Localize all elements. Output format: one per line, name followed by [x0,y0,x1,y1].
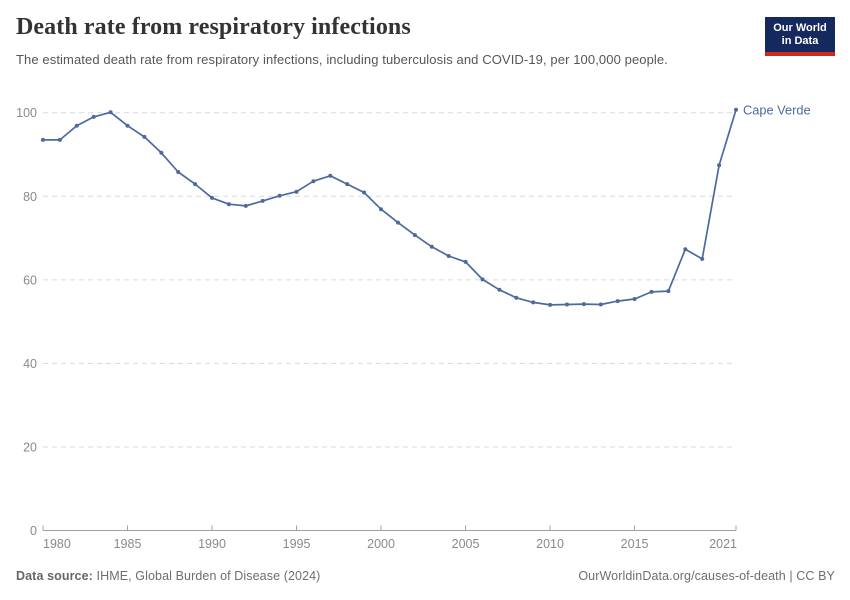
x-axis-label-2015: 2015 [621,537,649,551]
data-point-2007[interactable] [497,287,502,292]
data-source: Data source: IHME, Global Burden of Dise… [16,569,320,583]
data-point-2016[interactable] [649,289,654,294]
data-point-1986[interactable] [142,134,147,139]
data-point-1984[interactable] [108,110,113,115]
x-axis-label-1990: 1990 [198,537,226,551]
page-title: Death rate from respiratory infections [16,14,411,40]
data-point-2009[interactable] [531,300,536,305]
y-axis-label-40: 40 [23,357,37,371]
data-point-1993[interactable] [260,198,265,203]
chart-header: Death rate from respiratory infections T… [16,14,835,68]
y-axis-label-80: 80 [23,190,37,204]
x-axis-label-2005: 2005 [452,537,480,551]
x-axis-label-1995: 1995 [283,537,311,551]
data-point-1982[interactable] [74,123,79,128]
entity-label[interactable]: Cape Verde [743,102,811,117]
owid-logo-line2: in Data [781,35,819,47]
data-source-value: IHME, Global Burden of Disease (2024) [92,569,321,583]
data-point-1996[interactable] [311,179,316,184]
data-point-1999[interactable] [362,190,367,195]
chart-footer: Data source: IHME, Global Burden of Dise… [16,569,835,583]
x-axis-label-2000: 2000 [367,537,395,551]
data-point-1987[interactable] [159,150,164,155]
data-point-2019[interactable] [700,256,705,261]
owid-logo-line1: Our World [773,22,827,34]
data-point-1994[interactable] [277,193,282,198]
data-point-2012[interactable] [581,302,586,307]
data-point-1990[interactable] [210,195,214,200]
owid-license-link[interactable]: OurWorldinData.org/causes-of-death | CC … [578,569,835,583]
owid-logo[interactable]: Our World in Data [765,17,835,56]
trend-line[interactable] [42,108,737,306]
data-point-2006[interactable] [480,277,485,282]
x-axis-label-2021: 2021 [709,537,737,551]
x-axis-label-2010: 2010 [536,537,564,551]
chart-subtitle: The estimated death rate from respirator… [16,51,668,67]
y-axis-label-20: 20 [23,440,37,454]
y-axis-label-100: 100 [16,106,37,120]
data-point-1980[interactable] [41,137,45,142]
data-point-2010[interactable] [548,302,553,307]
data-point-2017[interactable] [666,289,671,294]
data-point-1992[interactable] [243,203,248,208]
data-point-1985[interactable] [125,123,130,128]
data-point-2020[interactable] [717,163,722,168]
data-point-2004[interactable] [446,254,451,258]
data-point-2000[interactable] [379,207,383,212]
data-point-1997[interactable] [328,173,333,178]
x-axis-label-1985: 1985 [114,537,142,551]
data-point-2008[interactable] [514,295,519,300]
data-source-label: Data source: [16,569,93,583]
data-point-2005[interactable] [463,259,468,264]
x-axis-label-1980: 1980 [43,537,71,551]
data-point-2013[interactable] [598,302,603,307]
y-axis-label-0: 0 [30,524,37,538]
data-point-1998[interactable] [345,182,350,187]
data-point-2014[interactable] [615,299,620,304]
data-point-2011[interactable] [565,302,569,307]
y-axis-label-60: 60 [23,273,37,287]
data-point-1983[interactable] [91,114,96,119]
data-point-1995[interactable] [294,189,299,194]
data-point-1989[interactable] [193,182,198,187]
data-point-2018[interactable] [683,247,688,252]
data-point-1991[interactable] [226,202,231,207]
data-point-2001[interactable] [396,220,400,225]
data-point-2021[interactable] [734,107,738,112]
data-point-2015[interactable] [632,297,637,301]
data-point-2002[interactable] [412,233,417,238]
data-point-1988[interactable] [176,170,181,174]
data-point-2003[interactable] [429,244,434,249]
data-point-1981[interactable] [57,137,62,142]
